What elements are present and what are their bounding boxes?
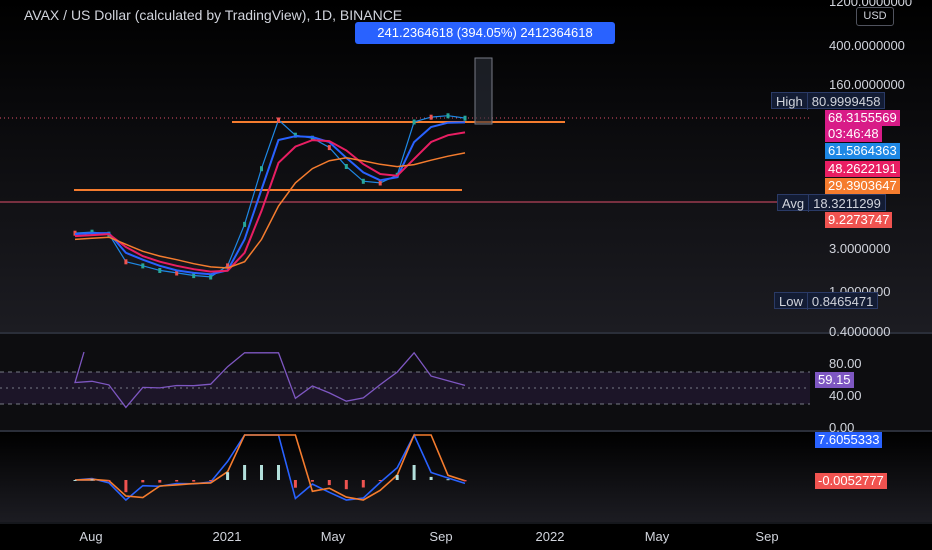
- macd-histogram-bar: [378, 480, 382, 481]
- candle: [344, 164, 348, 169]
- macd-histogram-bar: [310, 480, 314, 482]
- candle: [412, 119, 416, 125]
- macd-value-tag: 7.6055333: [815, 432, 883, 448]
- price-tick: 0.4000000: [829, 324, 891, 339]
- candle: [175, 270, 179, 276]
- macd-histogram-bar: [327, 480, 331, 486]
- macd-histogram-bar: [90, 479, 94, 481]
- candle: [209, 274, 213, 280]
- macd-histogram-bar: [243, 465, 247, 480]
- time-tick: 2021: [212, 529, 242, 544]
- candle: [429, 114, 433, 120]
- rsi-tick-40: 40.00: [829, 388, 862, 403]
- ma-orange-tag: 29.3903647: [825, 178, 900, 194]
- time-tick: Aug: [79, 529, 103, 544]
- macd-histogram-bar: [107, 480, 111, 482]
- macd-histogram-bar: [277, 465, 280, 480]
- macd-histogram-bar: [463, 480, 467, 482]
- macd-histogram-bar: [361, 480, 365, 488]
- price-tick: 400.0000000: [829, 38, 905, 53]
- measure-box[interactable]: [474, 57, 493, 125]
- macd-zero-tick: 0.00: [829, 420, 855, 435]
- candle: [446, 113, 450, 119]
- candle: [463, 115, 467, 121]
- macd-histogram-bar: [446, 479, 450, 481]
- candle: [192, 273, 196, 279]
- rsi-band: [0, 372, 810, 404]
- macd-histogram-bar: [209, 480, 213, 481]
- rsi-tick-80: 80.00: [829, 356, 862, 371]
- macd-pane-background: [0, 432, 932, 522]
- currency-button[interactable]: USD: [856, 7, 894, 26]
- candle: [124, 259, 128, 265]
- low-price-tag: Low 0.8465471: [774, 292, 879, 310]
- rsi-line: [74, 351, 466, 409]
- time-tick: 2022: [535, 529, 565, 544]
- price-tick: 1200.0000000: [829, 0, 913, 9]
- chart-title: AVAX / US Dollar (calculated by TradingV…: [24, 7, 403, 23]
- price-tick: 160.0000000: [829, 77, 905, 92]
- macd-histogram-bar: [395, 474, 399, 480]
- macd-histogram-bar: [73, 480, 77, 481]
- macd-histogram-bar: [141, 480, 145, 483]
- candle: [141, 263, 145, 269]
- price-series-line-1: [74, 121, 466, 276]
- time-tick: Sep: [429, 529, 453, 544]
- price-series-line-3: [74, 152, 466, 269]
- avg-price-tag: Avg 18.3211299: [777, 194, 886, 212]
- macd-histogram-bar: [260, 465, 263, 480]
- candle: [310, 135, 314, 141]
- time-tick: Sep: [755, 529, 779, 544]
- price-pane-background: [0, 0, 932, 332]
- last-price-tag: 68.3155569: [825, 110, 900, 126]
- macd-histogram-bar: [429, 476, 433, 480]
- candle: [226, 263, 230, 269]
- candle: [277, 117, 280, 123]
- candle: [327, 145, 331, 151]
- candle: [243, 221, 247, 227]
- macd-histogram-bar: [293, 480, 297, 488]
- macd-histogram-bar: [158, 480, 162, 483]
- macd-histogram-bar: [192, 480, 196, 482]
- ma-pink-tag: 48.2622191: [825, 161, 900, 177]
- macd-histogram-bar: [124, 480, 128, 493]
- measure-label: 241.2364618 (394.05%) 2412364618: [355, 22, 615, 44]
- candle: [361, 178, 365, 184]
- time-tick: May: [320, 529, 346, 544]
- price-tick: 3.0000000: [829, 241, 891, 256]
- red-price-tag: 9.2273747: [825, 212, 893, 228]
- macd-histogram-bar: [412, 465, 416, 480]
- macd-histogram-bar: [175, 480, 179, 482]
- candle: [260, 166, 263, 172]
- time-tick: May: [644, 529, 670, 544]
- price-series-line-2: [74, 131, 466, 273]
- bar-countdown-tag: 03:46:48: [825, 126, 882, 142]
- macd-histogram-bar: [344, 480, 348, 490]
- rsi-value-tag: 59.15: [815, 372, 854, 388]
- macd-histogram-tag: -0.0052777: [815, 473, 887, 489]
- ma-blue-tag: 61.5864363: [825, 143, 900, 159]
- macd-histogram-bar: [226, 472, 230, 480]
- candle: [378, 180, 382, 186]
- high-price-tag: High 80.9999458: [771, 92, 886, 110]
- candle: [158, 268, 162, 273]
